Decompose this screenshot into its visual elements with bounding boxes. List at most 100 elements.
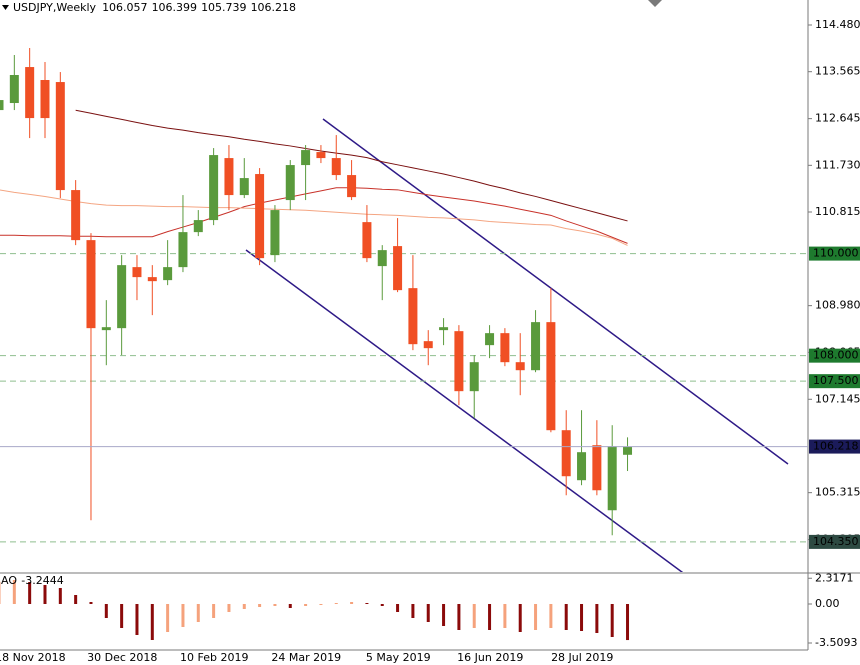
- y-tick-label: 113.565: [815, 65, 860, 78]
- y-tick-label: 114.480: [815, 18, 860, 31]
- candle-body: [347, 175, 357, 198]
- channel-lower: [245, 249, 684, 572]
- ao-bar: [304, 604, 308, 606]
- ao-bar: [518, 604, 522, 632]
- ao-bar: [0, 581, 1, 604]
- y-tick-label: -3.5093: [815, 636, 857, 649]
- candle-body: [362, 222, 372, 259]
- ao-bar: [457, 604, 461, 630]
- candle-body: [147, 277, 157, 282]
- ao-bar: [610, 604, 614, 637]
- candle-body: [163, 267, 173, 281]
- candle-body: [607, 446, 617, 511]
- candle-body: [577, 452, 587, 481]
- ao-bar: [258, 604, 262, 607]
- candle-body: [500, 333, 510, 363]
- ao-bar: [534, 604, 538, 630]
- y-tick-label: 110.815: [815, 205, 860, 218]
- ao-bar: [273, 604, 277, 606]
- current-price-label: 106.218: [813, 440, 859, 453]
- ao-value: -3.2444: [21, 574, 63, 587]
- candle-body: [439, 327, 449, 331]
- level-label-box: [809, 534, 860, 549]
- x-tick-label: 30 Dec 2018: [87, 651, 157, 664]
- candle-body: [255, 174, 265, 259]
- y-tick-label: 2.3171: [815, 571, 854, 584]
- chart-header: USDJPY,Weekly 106.057 106.399 105.739 106.21…: [13, 1, 296, 14]
- moving-average: [0, 189, 628, 246]
- ao-bar: [564, 604, 568, 630]
- candle-body: [454, 331, 464, 392]
- y-tick-label: 108.980: [815, 299, 860, 312]
- candle-body: [101, 327, 111, 331]
- candle-body: [193, 220, 203, 233]
- y-tick-label: 0.00: [815, 597, 840, 610]
- candle-body: [86, 240, 96, 329]
- ao-bar: [12, 580, 16, 604]
- level-label-box: [809, 348, 860, 363]
- candle-body: [377, 250, 387, 267]
- candle-body: [623, 446, 633, 455]
- channel-upper: [322, 118, 789, 465]
- candle-body: [25, 67, 35, 119]
- x-tick-label: 28 Jul 2019: [551, 651, 613, 664]
- candle-body: [301, 150, 311, 166]
- ao-bar: [365, 603, 369, 604]
- ao-bar: [104, 604, 108, 618]
- high: 106.399: [152, 1, 198, 14]
- open: 106.057: [102, 1, 148, 14]
- candle-body: [9, 75, 19, 104]
- current-price-box: [809, 439, 860, 454]
- ao-bar: [166, 604, 170, 632]
- y-tick-label: 112.645: [815, 112, 860, 125]
- ao-bar: [135, 604, 139, 635]
- candle-body: [178, 232, 188, 268]
- candle-body: [592, 445, 602, 491]
- candle-body: [515, 362, 525, 371]
- candle-body: [546, 322, 556, 431]
- ao-bar: [181, 604, 185, 627]
- candle-body: [316, 152, 326, 159]
- candle-body: [71, 190, 81, 241]
- level-label: 107.500: [813, 374, 859, 387]
- level-label: 108.000: [813, 349, 859, 362]
- level-label: 110.000: [813, 247, 859, 260]
- ao-bar: [288, 604, 292, 608]
- level-label-box: [809, 374, 860, 389]
- symbol: USDJPY,Weekly: [13, 1, 97, 14]
- moving-average: [75, 109, 628, 222]
- close: 106.218: [251, 1, 297, 14]
- candle-body: [393, 246, 403, 291]
- x-tick-label: 16 Jun 2019: [457, 651, 523, 664]
- candle-body: [561, 430, 571, 477]
- ao-bar: [319, 604, 323, 605]
- ao-bar: [227, 604, 231, 612]
- ao-title: AO: [1, 574, 17, 587]
- candle-body: [531, 322, 541, 371]
- ao-bar: [120, 604, 124, 628]
- ao-bar: [472, 604, 476, 628]
- ao-bar: [334, 603, 338, 604]
- x-tick-label: 5 May 2019: [366, 651, 431, 664]
- x-tick-label: 18 Nov 2018: [0, 651, 66, 664]
- y-tick-label: 105.315: [815, 486, 860, 499]
- axes: 114.480 113.565 112.645 111.730 110.815 108.9…: [0, 18, 860, 664]
- ao-bar: [196, 604, 200, 622]
- menu-icon: [2, 5, 9, 10]
- candle-body: [331, 158, 341, 176]
- candle-body: [117, 265, 127, 329]
- ao-bar: [242, 604, 246, 609]
- candle-body: [55, 82, 65, 191]
- scroll-marker: [648, 0, 662, 7]
- candle-body: [270, 210, 280, 256]
- candle-body: [224, 158, 234, 196]
- ao-plot: [0, 580, 630, 641]
- candle-body: [40, 80, 50, 119]
- ao-bar: [549, 604, 553, 628]
- ao-bar: [212, 604, 216, 618]
- level-label: 104.350: [813, 535, 859, 548]
- ao-bar: [426, 604, 430, 622]
- candle-body: [469, 362, 479, 392]
- candle-body: [423, 341, 433, 349]
